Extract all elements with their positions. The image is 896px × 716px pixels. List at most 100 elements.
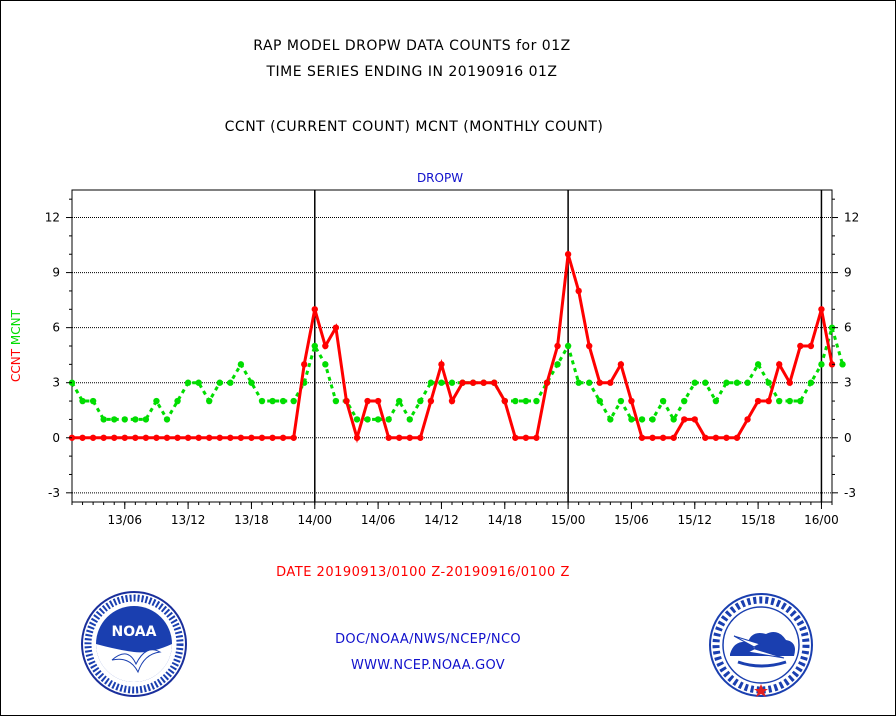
y-axis-label: CCNT MCNT xyxy=(9,309,23,382)
data-point-ccnt xyxy=(396,434,403,441)
x-tick-label: 13/06 xyxy=(107,513,142,527)
data-point-mcnt xyxy=(617,397,625,405)
data-point-ccnt xyxy=(564,251,572,258)
data-point-mcnt xyxy=(649,416,656,423)
y-axis-label-mcnt: MCNT xyxy=(9,309,23,345)
data-point-ccnt xyxy=(491,379,498,386)
series-line-mcnt xyxy=(70,322,844,423)
data-point-ccnt xyxy=(290,434,297,441)
data-point-ccnt xyxy=(237,434,245,441)
x-tick-label: 15/06 xyxy=(614,513,649,527)
data-point-ccnt xyxy=(522,434,530,441)
data-point-ccnt xyxy=(269,434,276,441)
data-point-ccnt xyxy=(586,342,593,350)
data-point-ccnt xyxy=(258,434,266,441)
data-point-ccnt xyxy=(153,434,160,441)
data-point-mcnt xyxy=(89,397,97,405)
data-point-mcnt xyxy=(79,397,86,405)
data-point-ccnt xyxy=(100,434,107,441)
data-point-mcnt xyxy=(786,397,793,405)
data-point-mcnt xyxy=(659,397,667,405)
data-point-mcnt xyxy=(797,397,804,405)
data-point-mcnt xyxy=(417,397,424,405)
data-point-ccnt xyxy=(248,434,255,441)
data-point-mcnt xyxy=(311,342,318,350)
data-point-mcnt xyxy=(111,416,118,423)
data-point-ccnt xyxy=(712,434,720,441)
data-point-ccnt xyxy=(184,434,192,441)
data-point-ccnt xyxy=(659,434,667,441)
data-point-ccnt xyxy=(638,434,646,441)
x-tick-label: 14/12 xyxy=(424,513,459,527)
data-point-ccnt xyxy=(311,306,318,313)
data-point-ccnt xyxy=(227,434,234,441)
noaa-logo: NOAA xyxy=(81,591,187,697)
data-point-mcnt xyxy=(248,379,255,386)
data-point-mcnt xyxy=(374,416,382,423)
data-point-mcnt xyxy=(322,361,329,368)
data-point-ccnt xyxy=(702,434,709,441)
data-point-mcnt xyxy=(385,416,392,423)
data-point-mcnt xyxy=(744,379,751,386)
data-point-ccnt xyxy=(89,434,97,441)
data-point-mcnt xyxy=(554,361,561,368)
y-tick-label-left: 12 xyxy=(45,211,60,225)
data-point-ccnt xyxy=(132,434,139,441)
data-point-mcnt xyxy=(184,379,192,386)
data-point-mcnt xyxy=(132,416,139,423)
data-point-ccnt xyxy=(459,379,466,386)
x-tick-label: 14/18 xyxy=(487,513,522,527)
data-point-mcnt xyxy=(818,361,825,368)
footer-org-text: DOC/NOAA/NWS/NCEP/NCO xyxy=(335,632,521,647)
data-point-ccnt xyxy=(512,434,519,441)
data-point-mcnt xyxy=(723,379,730,386)
data-point-ccnt xyxy=(332,324,340,331)
data-point-ccnt xyxy=(501,397,508,405)
data-point-mcnt xyxy=(575,379,582,386)
data-point-ccnt xyxy=(279,434,287,441)
data-point-ccnt xyxy=(765,397,772,405)
data-point-mcnt xyxy=(807,379,815,386)
data-point-ccnt xyxy=(670,434,677,441)
data-point-ccnt xyxy=(628,397,635,405)
data-point-ccnt xyxy=(807,342,815,350)
data-point-ccnt xyxy=(596,379,603,386)
data-point-ccnt xyxy=(301,361,308,368)
data-point-mcnt xyxy=(754,361,762,368)
data-point-mcnt xyxy=(427,379,435,386)
data-point-ccnt xyxy=(438,361,445,368)
data-point-mcnt xyxy=(258,397,266,405)
date-range-label: DATE 20190913/0100 Z-20190916/0100 Z xyxy=(276,565,570,580)
chart-title-line2: TIME SERIES ENDING IN 20190916 01Z xyxy=(266,64,558,80)
data-point-ccnt xyxy=(617,361,625,368)
chart-name-label: DROPW xyxy=(417,171,463,185)
data-point-ccnt xyxy=(469,379,477,386)
data-point-mcnt xyxy=(364,416,371,423)
y-tick-label-right: 12 xyxy=(844,211,859,225)
x-tick-label: 15/12 xyxy=(677,513,712,527)
data-point-ccnt xyxy=(121,434,128,441)
data-point-mcnt xyxy=(153,397,160,405)
data-point-mcnt xyxy=(227,379,234,386)
y-tick-label-right: -3 xyxy=(844,486,856,500)
data-point-ccnt xyxy=(818,306,825,313)
data-point-mcnt xyxy=(564,342,572,350)
data-point-mcnt xyxy=(269,397,276,405)
data-point-mcnt xyxy=(586,379,593,386)
data-point-mcnt xyxy=(100,416,107,423)
footer-url-link[interactable]: WWW.NCEP.NOAA.GOV xyxy=(350,658,506,673)
data-point-mcnt xyxy=(216,379,223,386)
y-tick-label-left: 3 xyxy=(52,376,60,390)
data-point-ccnt xyxy=(448,397,456,405)
data-point-mcnt xyxy=(206,397,213,405)
data-point-mcnt xyxy=(512,397,519,405)
data-point-ccnt xyxy=(206,434,213,441)
data-point-ccnt xyxy=(322,342,329,350)
data-point-ccnt xyxy=(754,397,762,405)
y-tick-label-right: 9 xyxy=(844,266,852,280)
x-tick-label: 14/00 xyxy=(297,513,332,527)
y-tick-label-left: 9 xyxy=(52,266,60,280)
data-point-mcnt xyxy=(533,397,540,405)
data-point-ccnt xyxy=(776,361,783,368)
